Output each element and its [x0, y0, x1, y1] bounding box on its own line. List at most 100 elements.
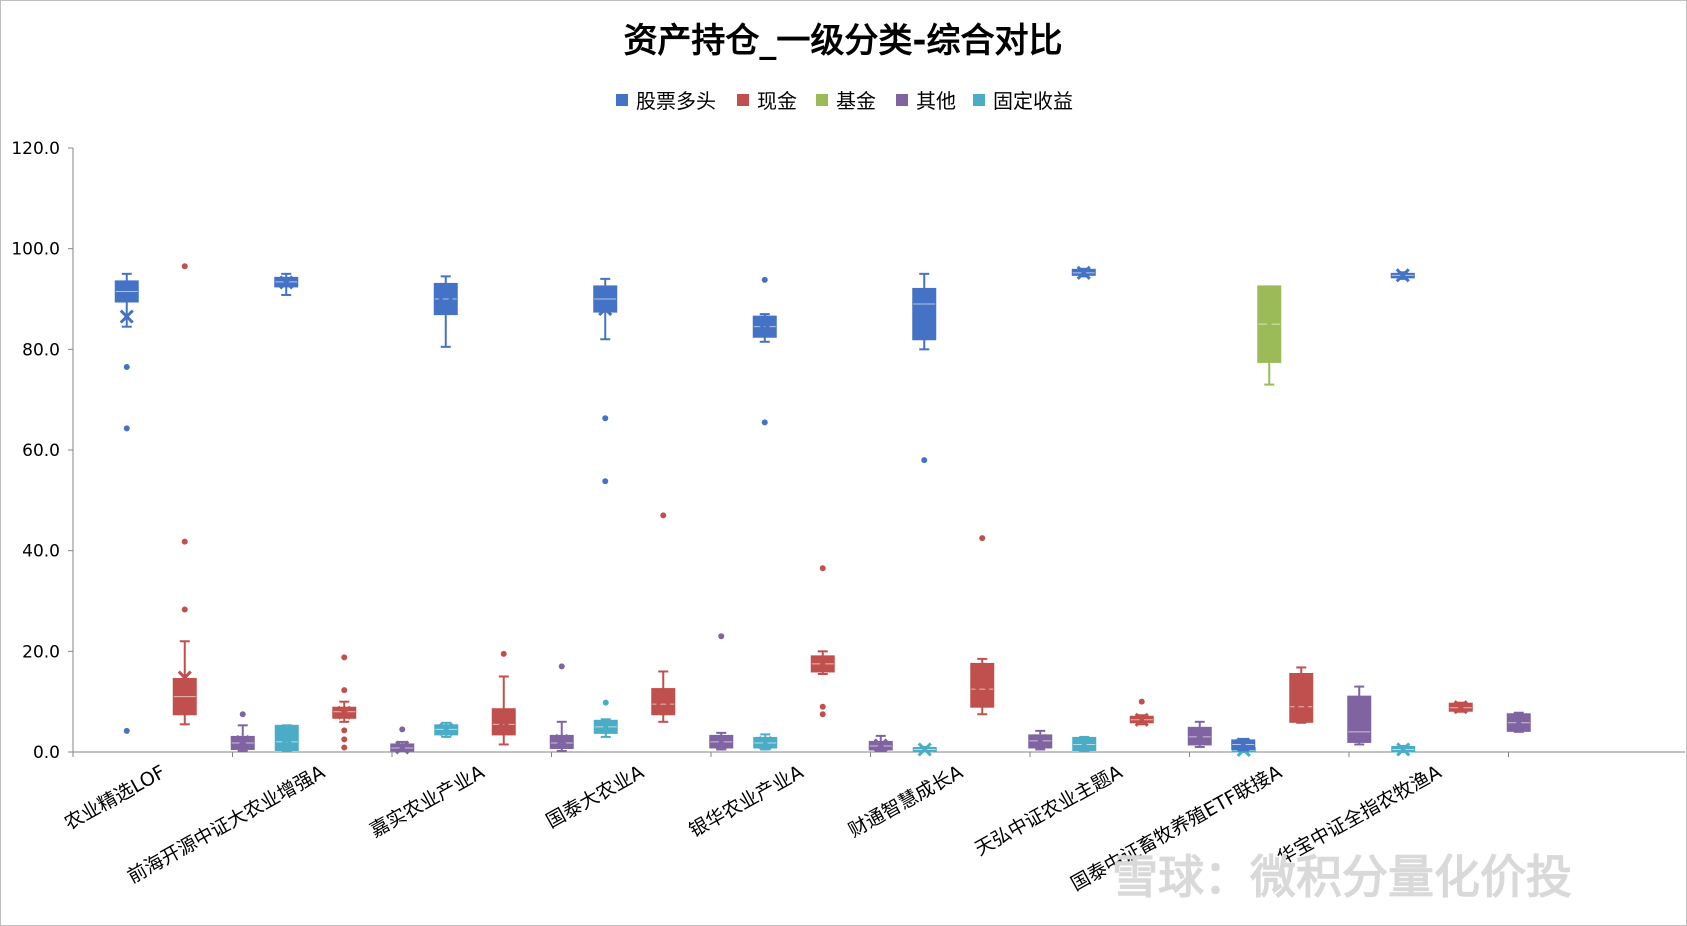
box-1-0	[274, 272, 299, 296]
box-6-3	[1187, 720, 1212, 748]
outlier-point	[718, 633, 725, 640]
box-5-3	[1028, 729, 1053, 751]
y-tick-label: 80.0	[22, 340, 60, 360]
outlier-point	[181, 263, 188, 270]
outlier-point	[558, 663, 565, 670]
mean-marker	[917, 742, 932, 757]
mean-marker	[439, 722, 454, 737]
mean-marker	[1352, 714, 1367, 729]
box-7-1	[1289, 666, 1314, 724]
mean-marker	[177, 670, 192, 685]
outlier-point	[761, 276, 768, 283]
outlier-point	[341, 727, 348, 734]
box-4-4	[912, 742, 937, 757]
box-6-0	[1071, 265, 1096, 280]
box-0-1	[172, 263, 197, 726]
mean-marker	[598, 302, 613, 317]
box-3-1	[651, 512, 676, 723]
outlier-point	[819, 711, 826, 718]
mean-marker	[395, 740, 410, 755]
legend-item-2: 基金	[816, 89, 876, 113]
box-5-1	[970, 535, 995, 716]
mean-marker	[496, 714, 511, 729]
box-2-1	[491, 650, 516, 746]
legend-swatch	[816, 94, 828, 106]
category-group-6	[1071, 265, 1256, 758]
category-group-5	[912, 272, 1097, 752]
mean-marker	[438, 296, 453, 312]
box-body	[912, 287, 937, 341]
mean-marker	[279, 732, 294, 747]
mean-marker	[975, 676, 990, 692]
mean-marker	[1395, 268, 1410, 283]
box-3-3	[709, 633, 734, 751]
y-tick-label: 20.0	[22, 642, 60, 662]
category-group-2	[433, 275, 618, 752]
y-tick-label: 60.0	[22, 441, 60, 461]
outlier-point	[341, 736, 348, 743]
mean-marker	[1192, 728, 1207, 743]
legend-item-0: 股票多头	[616, 89, 716, 113]
outlier-point	[500, 650, 507, 657]
outlier-point	[660, 512, 667, 519]
box-3-4	[753, 733, 778, 751]
box-body	[1289, 672, 1314, 723]
watermark: 雪球：微积分量化价投	[1112, 850, 1572, 904]
mean-marker	[1077, 737, 1092, 752]
box-5-4	[1072, 735, 1097, 752]
outlier-point	[399, 726, 406, 733]
outlier-point	[123, 425, 130, 432]
outlier-point	[341, 744, 348, 751]
category-group-1	[274, 272, 459, 755]
mean-marker	[1033, 733, 1048, 748]
box-7-0	[1231, 737, 1256, 752]
mean-marker	[873, 738, 888, 753]
category-group-3	[593, 277, 778, 751]
outlier-point	[602, 699, 609, 706]
chart-title: 资产持仓_一级分类-综合对比	[623, 21, 1062, 61]
mean-marker	[235, 734, 250, 749]
axes: 0.0 20.0 40.0 60.0 80.0 100.0 120.0	[11, 139, 1685, 763]
outlier-point	[979, 535, 986, 542]
legend-item-3: 其他	[896, 89, 956, 113]
mean-marker	[815, 656, 830, 671]
category-label-6: 天弘中证农业主题A	[971, 761, 1126, 860]
outlier-point	[819, 565, 826, 572]
box-5-0	[912, 272, 937, 464]
outlier-point	[239, 711, 246, 718]
category-group-7	[1231, 285, 1416, 757]
outlier-point	[181, 538, 188, 545]
outlier-point	[1138, 698, 1145, 705]
box-body	[1347, 695, 1372, 743]
mean-marker	[917, 312, 932, 327]
outlier-point	[761, 419, 768, 426]
box-4-3	[868, 734, 893, 753]
y-tick-label: 40.0	[22, 542, 60, 562]
outlier-point	[181, 606, 188, 613]
box-8-1	[1448, 700, 1473, 715]
category-group-0	[114, 263, 299, 752]
outlier-point	[341, 687, 348, 694]
legend-item-4: 固定收益	[973, 89, 1073, 113]
category-label-0: 农业精选LOF	[61, 761, 169, 834]
box-2-4	[593, 699, 618, 738]
mean-marker	[656, 692, 671, 707]
legend-label: 现金	[757, 89, 797, 113]
category-label-5: 财通智慧成长A	[845, 761, 967, 842]
y-tick-label: 120.0	[11, 139, 60, 159]
box-8-3	[1506, 711, 1531, 733]
box-4-0	[752, 276, 777, 426]
y-tick-label: 0.0	[33, 743, 60, 763]
category-label-3: 国泰大农业A	[543, 761, 648, 833]
legend-label: 股票多头	[636, 89, 716, 113]
category-label-4: 银华农业产业A	[685, 761, 807, 842]
mean-marker	[119, 309, 134, 324]
mean-marker	[1511, 715, 1526, 730]
legend-swatch	[737, 94, 749, 106]
legend-swatch	[616, 94, 628, 106]
mean-marker	[1396, 742, 1411, 757]
outlier-point	[123, 363, 130, 370]
outlier-point	[602, 415, 609, 422]
box-1-1	[332, 654, 357, 751]
box-7-2	[1257, 285, 1282, 386]
